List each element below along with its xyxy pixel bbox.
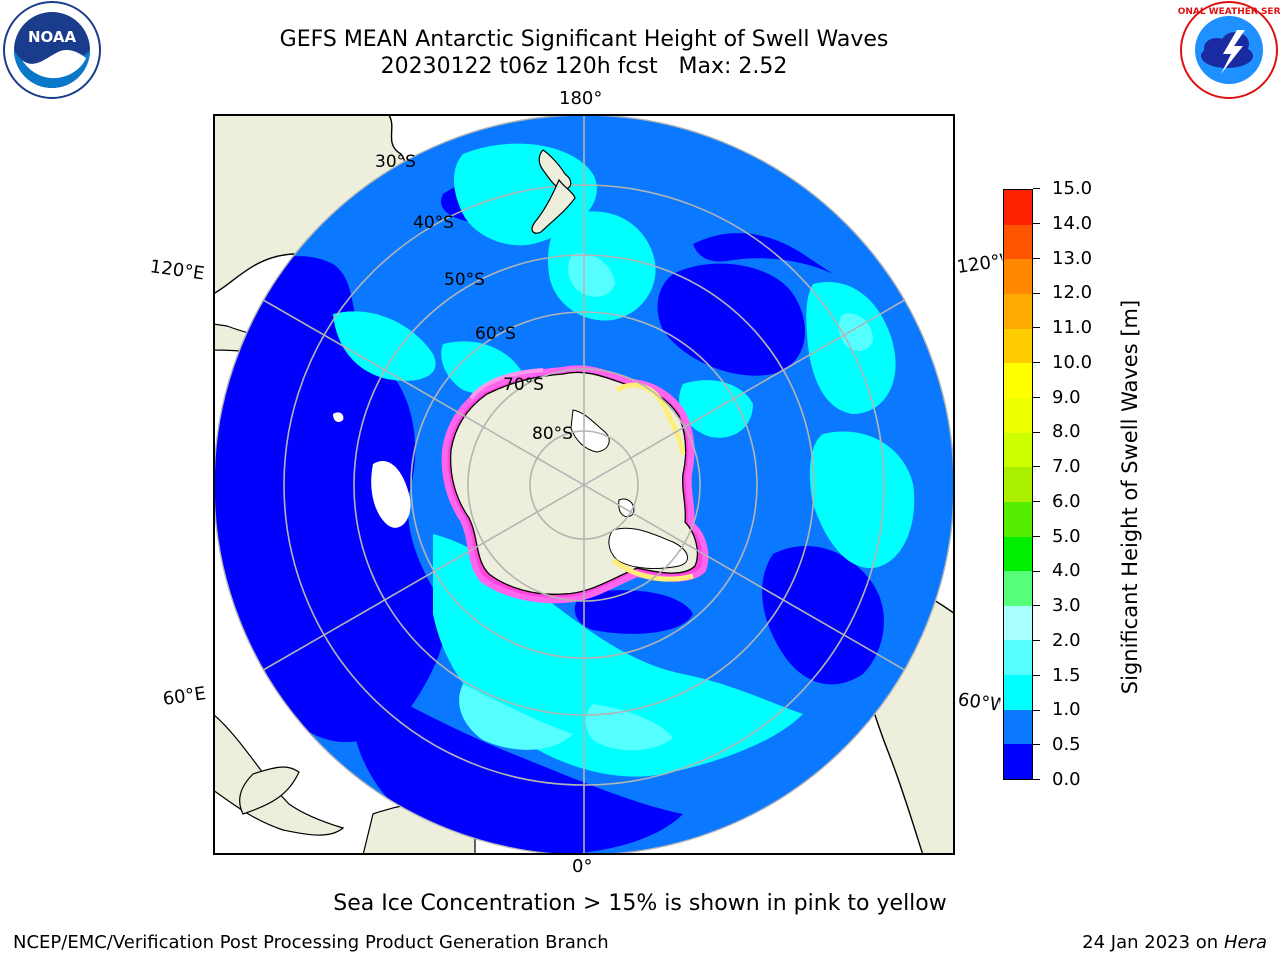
colorbar-tick-label: 6.0 <box>1052 490 1081 512</box>
lat-label-80s: 80°S <box>532 424 573 444</box>
colorbar-segment <box>1004 363 1032 398</box>
colorbar-tick <box>1033 466 1040 468</box>
colorbar-tick <box>1033 535 1040 537</box>
colorbar-tick-label: 8.0 <box>1052 421 1081 443</box>
colorbar-tick <box>1033 188 1040 190</box>
lat-label-60s: 60°S <box>475 324 516 344</box>
colorbar-tick-label: 1.5 <box>1052 664 1081 686</box>
colorbar-segment <box>1004 709 1032 745</box>
colorbar-tick <box>1033 779 1040 781</box>
colorbar-segment <box>1004 501 1032 537</box>
lon-label-120e: 120°E <box>148 256 206 285</box>
colorbar-tick-label: 0.5 <box>1052 734 1081 756</box>
colorbar-tick-label: 5.0 <box>1052 525 1081 547</box>
colorbar-tick-label: 12.0 <box>1052 282 1093 304</box>
antarctica <box>441 365 709 604</box>
colorbar-tick <box>1033 362 1040 364</box>
colorbar-tick <box>1033 257 1040 259</box>
sea-ice-edge <box>469 368 694 582</box>
colorbar-tick-label: 2.0 <box>1052 629 1081 651</box>
noaa-logo-text: NOAA <box>28 28 77 46</box>
lon-label-120w: 120°W <box>955 251 1004 278</box>
lat-label-30s: 30°S <box>375 152 416 172</box>
colorbar-tick-label: 1.0 <box>1052 699 1081 721</box>
colorbar-tick <box>1033 223 1040 224</box>
lon-label-0: 0° <box>572 856 593 877</box>
lon-label-180: 180° <box>559 88 603 109</box>
colorbar-tick <box>1033 640 1040 642</box>
colorbar-tick <box>1033 674 1040 676</box>
colorbar-tick-label: 9.0 <box>1052 386 1081 408</box>
noaa-logo: NOAA <box>3 1 101 99</box>
colorbar-tick <box>1033 501 1040 503</box>
colorbar-segment <box>1004 294 1032 329</box>
colorbar-segment <box>1004 190 1032 225</box>
graticule <box>214 115 954 855</box>
lon-label-60w: 60°W <box>956 690 1001 716</box>
colorbar-tick <box>1033 709 1040 711</box>
polar-map <box>213 114 955 855</box>
colorbar-segment <box>1004 744 1032 779</box>
nws-logo: NATIONAL WEATHER SERVICE <box>1177 1 1280 99</box>
colorbar-tick <box>1033 396 1040 398</box>
colorbar-tick <box>1033 570 1040 572</box>
lat-label-50s: 50°S <box>444 270 485 290</box>
colorbar-segment <box>1004 536 1032 572</box>
colorbar-tick-label: 14.0 <box>1052 212 1093 234</box>
colorbar-tick-label: 0.0 <box>1052 769 1081 790</box>
colorbar-segment <box>1004 571 1032 606</box>
colorbar-tick <box>1033 431 1040 433</box>
footer-credit: NCEP/EMC/Verification Post Processing Pr… <box>13 932 609 953</box>
sea-ice-note: Sea Ice Concentration > 15% is shown in … <box>333 891 947 916</box>
colorbar-tick-label: 3.0 <box>1052 595 1081 617</box>
colorbar-tick-label: 15.0 <box>1052 178 1093 199</box>
chart-subtitle: 20230122 t06z 120h fcst Max: 2.52 <box>380 54 788 79</box>
colorbar-segment <box>1004 675 1032 710</box>
colorbar-segment <box>1004 467 1032 502</box>
colorbar-tick-label: 10.0 <box>1052 351 1093 373</box>
footer-host: Hera <box>1223 932 1267 953</box>
colorbar-tick <box>1033 605 1040 607</box>
colorbar-segment <box>1004 328 1032 364</box>
new-zealand <box>531 149 576 234</box>
nws-ring-text: NATIONAL WEATHER SERVICE <box>1177 7 1280 17</box>
colorbar-tick <box>1033 327 1040 329</box>
colorbar-tick <box>1033 744 1040 746</box>
map-panel <box>213 114 955 855</box>
colorbar-segment <box>1004 432 1032 468</box>
colorbar-tick-label: 11.0 <box>1052 317 1093 339</box>
footer-date-text: 24 Jan 2023 on <box>1082 932 1224 953</box>
colorbar-tick <box>1033 292 1040 294</box>
lat-label-70s: 70°S <box>503 375 544 395</box>
colorbar <box>1003 189 1033 780</box>
colorbar-segment <box>1004 605 1032 641</box>
chart-title: GEFS MEAN Antarctic Significant Height o… <box>279 27 889 52</box>
colorbar-tick-label: 13.0 <box>1052 247 1093 269</box>
colorbar-segment <box>1004 397 1032 433</box>
footer-date: 24 Jan 2023 on Hera <box>1082 932 1267 954</box>
colorbar-tick-label: 4.0 <box>1052 560 1081 582</box>
lon-label-60e: 60°E <box>161 683 208 710</box>
colorbar-tick-label: 7.0 <box>1052 456 1081 478</box>
colorbar-label: Significant Height of Swell Waves [m] <box>1118 299 1142 695</box>
colorbar-segment <box>1004 640 1032 676</box>
colorbar-segment <box>1004 224 1032 260</box>
lat-label-40s: 40°S <box>413 213 454 233</box>
colorbar-segment <box>1004 259 1032 295</box>
